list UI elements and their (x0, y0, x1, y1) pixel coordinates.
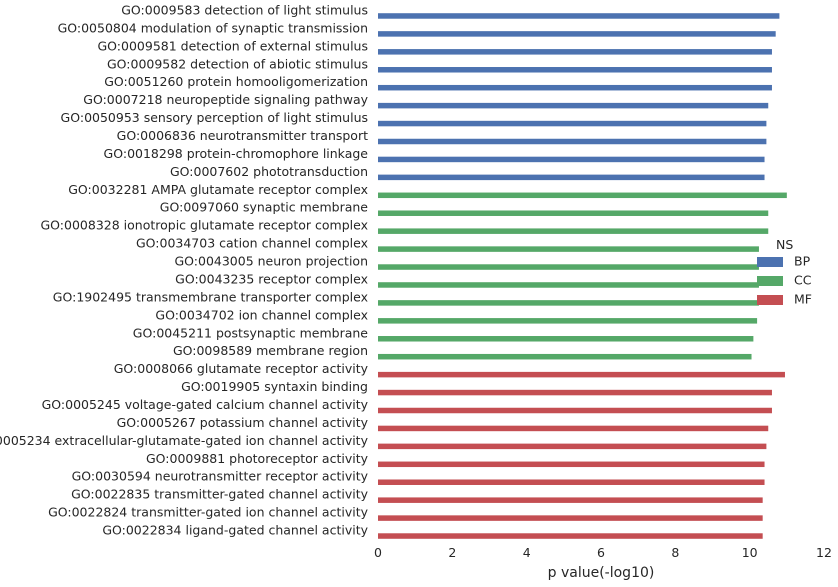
category-label: GO:0008066 glutamate receptor activity (114, 361, 369, 376)
category-label: GO:0034703 cation channel complex (136, 236, 368, 251)
bar-cc (378, 353, 752, 360)
category-label: GO:0098589 membrane region (173, 343, 368, 358)
bar-bp (378, 120, 767, 127)
category-label: GO:0030594 neurotransmitter receptor act… (72, 469, 369, 484)
bar-mf (378, 461, 765, 468)
bar-bp (378, 138, 767, 145)
bar-mf (378, 497, 763, 503)
bar-bp (378, 156, 765, 163)
bar-bp (378, 84, 772, 91)
bar-cc (378, 282, 759, 288)
bar-cc (378, 210, 769, 216)
legend-title: NS (776, 237, 793, 252)
x-tick-label: 12 (816, 545, 832, 560)
category-label: GO:0005267 potassium channel activity (117, 415, 369, 430)
category-label: GO:0032281 AMPA glutamate receptor compl… (68, 182, 368, 197)
category-label: GO:0022835 transmitter-gated channel act… (71, 487, 368, 502)
bar-bp (378, 49, 772, 55)
category-label: GO:0051260 protein homooligomerization (104, 74, 368, 89)
category-labels: GO:0009583 detection of light stimulus GO… (0, 2, 369, 537)
bar-cc (378, 228, 769, 234)
legend-swatch-mf (757, 295, 783, 305)
category-label: GO:0018298 protein-chromophore linkage (104, 146, 369, 161)
bar-cc (378, 192, 787, 199)
bar-mf (378, 515, 763, 521)
category-label: GO:0043005 neuron projection (174, 254, 368, 269)
x-tick-label: 10 (742, 545, 758, 560)
category-label: GO:0050953 sensory perception of light s… (61, 110, 368, 125)
category-label: GO:0005245 voltage-gated calcium channel… (42, 397, 369, 412)
bar-mf (378, 389, 772, 396)
legend-swatch-bp (757, 257, 783, 267)
bar-mf (378, 443, 767, 450)
bar-cc (378, 318, 758, 324)
bar-mf (378, 371, 785, 378)
category-label: GO:0009881 photoreceptor activity (146, 451, 369, 466)
legend-label-bp: BP (794, 254, 811, 269)
bar-bp (378, 13, 780, 19)
x-tick-label: 0 (374, 545, 382, 560)
category-label: GO:0045211 postsynaptic membrane (133, 325, 369, 340)
category-label: GO:0007218 neuropeptide signaling pathwa… (83, 92, 368, 107)
legend-swatch-cc (757, 276, 783, 286)
bars (378, 13, 787, 539)
category-label: GO:0019905 syntaxin binding (181, 379, 368, 394)
category-label: GO:0008328 ionotropic glutamate receptor… (41, 218, 369, 233)
bar-cc (378, 264, 759, 270)
bar-cc (378, 246, 759, 252)
category-label: GO:1902495 transmembrane transporter com… (53, 289, 368, 304)
legend-label-mf: MF (794, 292, 812, 307)
x-tick-label: 2 (448, 545, 456, 560)
category-label: GO:0006836 neurotransmitter transport (117, 128, 368, 143)
bar-bp (378, 102, 769, 109)
x-tick-label: 6 (597, 545, 605, 560)
category-label: GO:0007602 phototransduction (170, 164, 368, 179)
x-tick-label: 8 (671, 545, 679, 560)
legend-label-cc: CC (794, 273, 812, 288)
category-label: GO:0009581 detection of external stimulu… (98, 38, 369, 53)
category-label: GO:0034702 ion channel complex (155, 307, 368, 322)
category-label: GO:0022834 ligand-gated channel activity (102, 523, 368, 538)
x-axis-ticks: 0 2 4 6 8 10 12 (374, 545, 832, 560)
category-label: GO:0005234 extracellular-glutamate-gated… (0, 433, 369, 448)
category-label: GO:0009583 detection of light stimulus (121, 2, 368, 17)
bar-bp (378, 31, 776, 37)
bar-cc (378, 300, 759, 306)
category-label: GO:0050804 modulation of synaptic transm… (58, 20, 368, 35)
x-tick-label: 4 (523, 545, 531, 560)
bar-bp (378, 174, 765, 181)
category-label: GO:0009582 detection of abiotic stimulus (107, 56, 368, 71)
legend-entries: BP CC MF (757, 254, 812, 307)
bar-bp (378, 67, 772, 73)
category-label: GO:0022824 transmitter-gated ion channel… (48, 505, 369, 520)
legend: NS BP CC MF (757, 237, 812, 307)
bar-mf (378, 425, 769, 432)
bar-mf (378, 479, 765, 485)
category-label: GO:0097060 synaptic membrane (160, 200, 369, 215)
category-label: GO:0043235 receptor complex (175, 271, 368, 286)
bar-mf (378, 407, 772, 414)
x-axis-title: p value(-log10) (548, 565, 655, 581)
bar-cc (378, 336, 754, 342)
bar-mf (378, 533, 763, 539)
